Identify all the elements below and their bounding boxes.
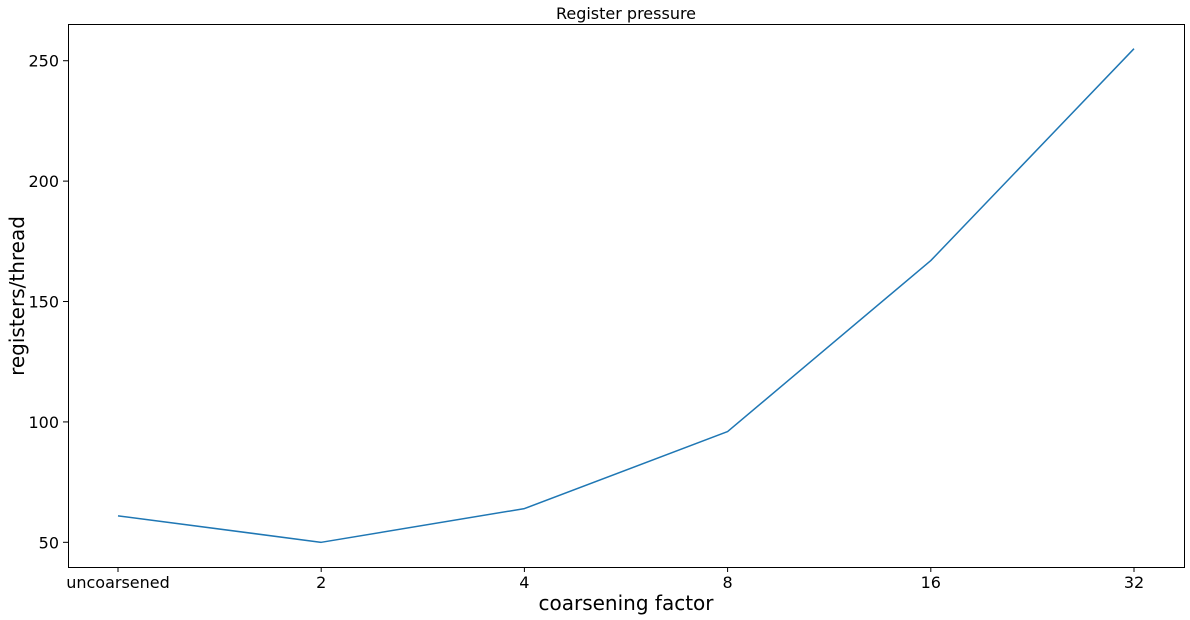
x-axis-label: coarsening factor bbox=[539, 591, 715, 615]
chart-title: Register pressure bbox=[556, 4, 696, 23]
x-tick-label: 8 bbox=[723, 573, 733, 592]
y-tick-label: 100 bbox=[28, 413, 59, 432]
y-axis-ticks: 50 100 150 200 250 bbox=[28, 52, 68, 552]
y-axis-label: registers/thread bbox=[5, 216, 29, 376]
y-tick-label: 250 bbox=[28, 52, 59, 71]
series-line bbox=[117, 48, 1135, 544]
plot-area bbox=[68, 24, 1185, 568]
y-tick-label: 150 bbox=[28, 293, 59, 312]
x-tick-label: 32 bbox=[1124, 573, 1144, 592]
x-tick-label: 2 bbox=[316, 573, 326, 592]
x-axis-ticks: uncoarsened 2 4 8 16 32 bbox=[66, 567, 1144, 592]
y-tick-label: 200 bbox=[28, 172, 59, 191]
y-tick-label: 50 bbox=[39, 533, 59, 552]
series-layer bbox=[117, 48, 1135, 544]
x-tick-label: 4 bbox=[519, 573, 529, 592]
x-tick-label: 16 bbox=[921, 573, 941, 592]
x-tick-label: uncoarsened bbox=[66, 573, 170, 592]
